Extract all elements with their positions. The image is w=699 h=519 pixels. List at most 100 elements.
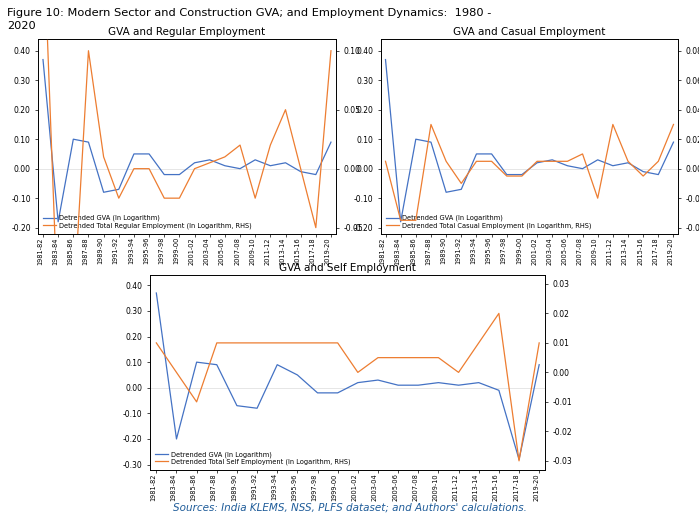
Detrended Total Casual Employment (In Logarithm, RHS) (487, 158, 496, 165)
Detrended Total Regular Employment (In Logarithm, RHS) (160, 195, 168, 201)
Detrended GVA (In Logarithm) (206, 157, 214, 163)
Detrended Total Regular Employment (In Logarithm, RHS) (69, 307, 78, 313)
Detrended Total Self Employment (In Logarithm, RHS) (454, 370, 463, 376)
Detrended GVA (In Logarithm) (190, 160, 199, 166)
Detrended Total Self Employment (In Logarithm, RHS) (394, 354, 403, 361)
Detrended GVA (In Logarithm) (85, 139, 93, 145)
Detrended GVA (In Logarithm) (382, 57, 390, 63)
Line: Detrended GVA (In Logarithm): Detrended GVA (In Logarithm) (43, 60, 331, 222)
Detrended GVA (In Logarithm) (535, 362, 543, 368)
Line: Detrended GVA (In Logarithm): Detrended GVA (In Logarithm) (386, 60, 673, 222)
Detrended Total Self Employment (In Logarithm, RHS) (515, 458, 524, 464)
Detrended GVA (In Logarithm) (434, 379, 442, 386)
Detrended Total Casual Employment (In Logarithm, RHS) (609, 121, 617, 128)
Detrended Total Regular Employment (In Logarithm, RHS) (54, 319, 62, 325)
Text: Sources: India KLEMS, NSS, PLFS dataset; and Authors' calculations.: Sources: India KLEMS, NSS, PLFS dataset;… (173, 503, 526, 513)
Detrended GVA (In Logarithm) (454, 382, 463, 388)
Detrended Total Casual Employment (In Logarithm, RHS) (578, 151, 586, 157)
Title: GVA and Regular Employment: GVA and Regular Employment (108, 27, 266, 37)
Detrended GVA (In Logarithm) (654, 171, 663, 177)
Detrended Total Self Employment (In Logarithm, RHS) (212, 340, 221, 346)
Detrended GVA (In Logarithm) (427, 139, 435, 145)
Detrended GVA (In Logarithm) (273, 362, 282, 368)
Detrended GVA (In Logarithm) (457, 186, 466, 193)
Detrended Total Regular Employment (In Logarithm, RHS) (266, 142, 275, 148)
Detrended Total Regular Employment (In Logarithm, RHS) (326, 48, 335, 54)
Detrended Total Casual Employment (In Logarithm, RHS) (563, 158, 572, 165)
Detrended GVA (In Logarithm) (487, 151, 496, 157)
Detrended GVA (In Logarithm) (669, 139, 677, 145)
Detrended Total Casual Employment (In Logarithm, RHS) (442, 158, 450, 165)
Detrended GVA (In Logarithm) (212, 362, 221, 368)
Text: Figure 10: Modern Sector and Construction GVA; and Employment Dynamics:  1980 -
: Figure 10: Modern Sector and Constructio… (7, 8, 491, 31)
Detrended GVA (In Logarithm) (312, 171, 320, 177)
Detrended Total Casual Employment (In Logarithm, RHS) (396, 217, 405, 223)
Detrended GVA (In Logarithm) (333, 390, 342, 396)
Detrended Total Regular Employment (In Logarithm, RHS) (312, 225, 320, 231)
Detrended GVA (In Logarithm) (152, 290, 161, 296)
Detrended GVA (In Logarithm) (221, 162, 229, 169)
Detrended Total Self Employment (In Logarithm, RHS) (374, 354, 382, 361)
Detrended GVA (In Logarithm) (518, 171, 526, 177)
Detrended Total Regular Employment (In Logarithm, RHS) (145, 166, 153, 172)
Detrended Total Casual Employment (In Logarithm, RHS) (593, 195, 602, 201)
Detrended Total Casual Employment (In Logarithm, RHS) (548, 158, 556, 165)
Detrended GVA (In Logarithm) (495, 387, 503, 393)
Detrended GVA (In Logarithm) (54, 218, 62, 225)
Detrended GVA (In Logarithm) (313, 390, 322, 396)
Line: Detrended GVA (In Logarithm): Detrended GVA (In Logarithm) (157, 293, 539, 459)
Detrended GVA (In Logarithm) (412, 136, 420, 142)
Detrended Total Self Employment (In Logarithm, RHS) (253, 340, 261, 346)
Detrended Total Self Employment (In Logarithm, RHS) (495, 310, 503, 317)
Detrended Total Regular Employment (In Logarithm, RHS) (221, 154, 229, 160)
Detrended Total Casual Employment (In Logarithm, RHS) (639, 173, 647, 179)
Line: Detrended Total Self Employment (In Logarithm, RHS): Detrended Total Self Employment (In Loga… (157, 313, 539, 461)
Detrended Total Self Employment (In Logarithm, RHS) (152, 340, 161, 346)
Detrended GVA (In Logarithm) (396, 218, 405, 225)
Detrended GVA (In Logarithm) (442, 189, 450, 195)
Detrended Total Casual Employment (In Logarithm, RHS) (669, 121, 677, 128)
Detrended Total Casual Employment (In Logarithm, RHS) (427, 121, 435, 128)
Detrended GVA (In Logarithm) (293, 372, 301, 378)
Detrended Total Regular Employment (In Logarithm, RHS) (206, 160, 214, 166)
Detrended Total Regular Employment (In Logarithm, RHS) (251, 195, 259, 201)
Detrended GVA (In Logarithm) (639, 169, 647, 175)
Detrended Total Self Employment (In Logarithm, RHS) (354, 370, 362, 376)
Detrended GVA (In Logarithm) (233, 403, 241, 409)
Detrended GVA (In Logarithm) (253, 405, 261, 412)
Detrended GVA (In Logarithm) (251, 157, 259, 163)
Detrended Total Regular Employment (In Logarithm, RHS) (130, 166, 138, 172)
Detrended GVA (In Logarithm) (130, 151, 138, 157)
Detrended Total Self Employment (In Logarithm, RHS) (273, 340, 282, 346)
Detrended GVA (In Logarithm) (563, 162, 572, 169)
Detrended GVA (In Logarithm) (609, 162, 617, 169)
Legend: Detrended GVA (In Logarithm), Detrended Total Regular Employment (In Logarithm, : Detrended GVA (In Logarithm), Detrended … (42, 213, 253, 230)
Detrended GVA (In Logarithm) (578, 166, 586, 172)
Detrended Total Casual Employment (In Logarithm, RHS) (533, 158, 541, 165)
Detrended Total Regular Employment (In Logarithm, RHS) (115, 195, 123, 201)
Detrended Total Casual Employment (In Logarithm, RHS) (624, 158, 632, 165)
Detrended GVA (In Logarithm) (533, 160, 541, 166)
Detrended Total Self Employment (In Logarithm, RHS) (333, 340, 342, 346)
Title: GVA and Casual Employment: GVA and Casual Employment (454, 27, 605, 37)
Detrended Total Self Employment (In Logarithm, RHS) (414, 354, 422, 361)
Detrended GVA (In Logarithm) (475, 379, 483, 386)
Detrended GVA (In Logarithm) (281, 160, 289, 166)
Detrended Total Self Employment (In Logarithm, RHS) (313, 340, 322, 346)
Detrended GVA (In Logarithm) (624, 160, 632, 166)
Detrended Total Regular Employment (In Logarithm, RHS) (296, 166, 305, 172)
Detrended Total Casual Employment (In Logarithm, RHS) (412, 217, 420, 223)
Detrended Total Self Employment (In Logarithm, RHS) (434, 354, 442, 361)
Detrended GVA (In Logarithm) (192, 359, 201, 365)
Detrended GVA (In Logarithm) (175, 171, 184, 177)
Detrended Total Casual Employment (In Logarithm, RHS) (654, 158, 663, 165)
Detrended GVA (In Logarithm) (548, 157, 556, 163)
Detrended Total Regular Employment (In Logarithm, RHS) (85, 48, 93, 54)
Detrended Total Self Employment (In Logarithm, RHS) (535, 340, 543, 346)
Detrended Total Casual Employment (In Logarithm, RHS) (382, 158, 390, 165)
Detrended GVA (In Logarithm) (99, 189, 108, 195)
Detrended GVA (In Logarithm) (394, 382, 403, 388)
Detrended Total Self Employment (In Logarithm, RHS) (475, 340, 483, 346)
Detrended Total Regular Employment (In Logarithm, RHS) (190, 166, 199, 172)
Detrended GVA (In Logarithm) (39, 57, 48, 63)
